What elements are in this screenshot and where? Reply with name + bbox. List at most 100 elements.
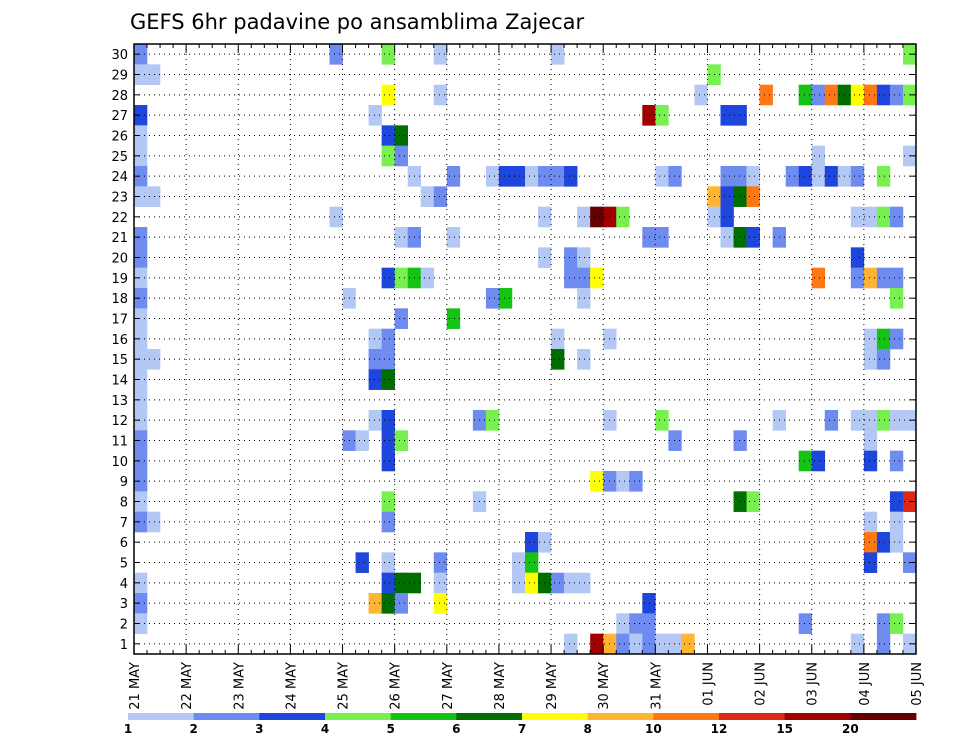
heatmap-cell [134, 410, 148, 431]
heatmap-cell [485, 288, 500, 309]
heatmap-cell [577, 247, 591, 268]
heatmap-cell [629, 613, 643, 634]
heatmap-cell [355, 430, 369, 451]
legend-swatch [587, 713, 654, 720]
y-tick-label: 2 [120, 618, 128, 633]
heatmap-cell [134, 288, 148, 309]
heatmap-cell [889, 491, 904, 512]
x-tick-label: 21 MAY [128, 662, 143, 710]
heatmap-cell [134, 64, 148, 85]
legend-label: 12 [711, 722, 728, 736]
heatmap-cell [863, 430, 878, 451]
heatmap-cell [798, 613, 813, 634]
y-tick-label: 6 [120, 536, 128, 551]
heatmap-cell [446, 308, 461, 329]
legend-label: 20 [842, 722, 859, 736]
heatmap-cell [394, 227, 408, 248]
heatmap-cell [889, 206, 904, 228]
heatmap-cell [798, 166, 813, 187]
heatmap-cell [134, 593, 148, 614]
legend-swatch [850, 713, 917, 720]
y-tick-label: 11 [111, 435, 128, 450]
legend-label: 6 [452, 722, 460, 736]
heatmap-cell [433, 186, 448, 207]
heatmap-cell [525, 552, 539, 573]
heatmap-cell [433, 84, 448, 106]
heatmap-cell [485, 410, 500, 431]
heatmap-cell [498, 166, 513, 187]
heatmap-cell [850, 267, 865, 289]
y-tick-label: 19 [111, 272, 128, 287]
y-tick-label: 14 [111, 374, 128, 389]
heatmap-cell [824, 84, 839, 106]
heatmap-cell [564, 166, 578, 187]
legend-label: 7 [518, 722, 526, 736]
heatmap-cell [381, 410, 395, 431]
heatmap-cell [746, 491, 760, 512]
heatmap-cell [642, 105, 656, 126]
heatmap-cell [655, 633, 669, 655]
heatmap-cell [655, 105, 669, 126]
heatmap-cell [564, 247, 578, 268]
heatmap-cell [785, 166, 799, 187]
y-tick-label: 27 [111, 109, 128, 124]
heatmap-cell [759, 84, 773, 106]
heatmap-cell [368, 593, 382, 614]
heatmap-cell [681, 633, 695, 655]
heatmap-cell [798, 84, 813, 106]
heatmap-cell [551, 166, 565, 187]
heatmap-cell [368, 369, 382, 390]
heatmap-cell [863, 450, 878, 472]
heatmap-cell [381, 44, 395, 65]
heatmap-cell [863, 84, 878, 106]
heatmap-cell [433, 552, 448, 573]
heatmap-cell [381, 267, 395, 289]
heatmap-cell [147, 511, 161, 533]
legend-label: 4 [321, 722, 329, 736]
x-tick-label: 02 JUN [754, 662, 769, 706]
heatmap-cell [811, 267, 826, 289]
heatmap-cell [746, 186, 760, 207]
y-tick-label: 13 [111, 394, 128, 409]
heatmap-cell [134, 105, 148, 126]
heatmap-cell [746, 227, 760, 248]
y-tick-label: 30 [111, 48, 128, 63]
heatmap-cell [394, 308, 408, 329]
heatmap-cell [616, 471, 630, 492]
heatmap-cell [577, 288, 591, 309]
heatmap-cell [694, 84, 708, 106]
heatmap-cell [134, 430, 148, 451]
heatmap-cell [134, 369, 148, 390]
heatmap-cell [876, 410, 891, 431]
heatmap-cell [642, 613, 656, 634]
legend-swatch [390, 713, 457, 720]
heatmap-cell [381, 328, 395, 350]
x-tick-label: 23 MAY [232, 662, 247, 710]
heatmap-cell [420, 186, 435, 207]
color-legend: 1 2 3 4 5 6 7 8 10 12 15 20 [124, 713, 917, 736]
heatmap-cell [889, 267, 904, 289]
heatmap-cell [746, 166, 760, 187]
heatmap-cell [642, 227, 656, 248]
y-tick-label: 21 [111, 231, 128, 246]
heatmap-cell [134, 166, 148, 187]
heatmap-cell [720, 166, 734, 187]
y-tick-label: 3 [120, 597, 128, 612]
heatmap-cell [147, 186, 161, 207]
heatmap-cell [134, 328, 148, 350]
heatmap-cell [720, 105, 734, 126]
heatmap-cell [863, 267, 878, 289]
heatmap-cell [863, 349, 878, 370]
x-tick-label: 28 MAY [493, 662, 508, 710]
grid-lines [134, 44, 917, 654]
heatmap-cell [564, 267, 578, 289]
heatmap-cell [381, 450, 395, 472]
x-axis-labels: 21 MAY 22 MAY 23 MAY 24 MAY 25 MAY 26 MAY 27 M… [128, 662, 925, 710]
heatmap-cell [876, 267, 891, 289]
heatmap-cell [394, 430, 408, 451]
heatmap-cell [394, 572, 408, 594]
y-tick-label: 26 [111, 130, 128, 145]
heatmap-cell [733, 166, 747, 187]
heatmap-cell [433, 44, 448, 65]
